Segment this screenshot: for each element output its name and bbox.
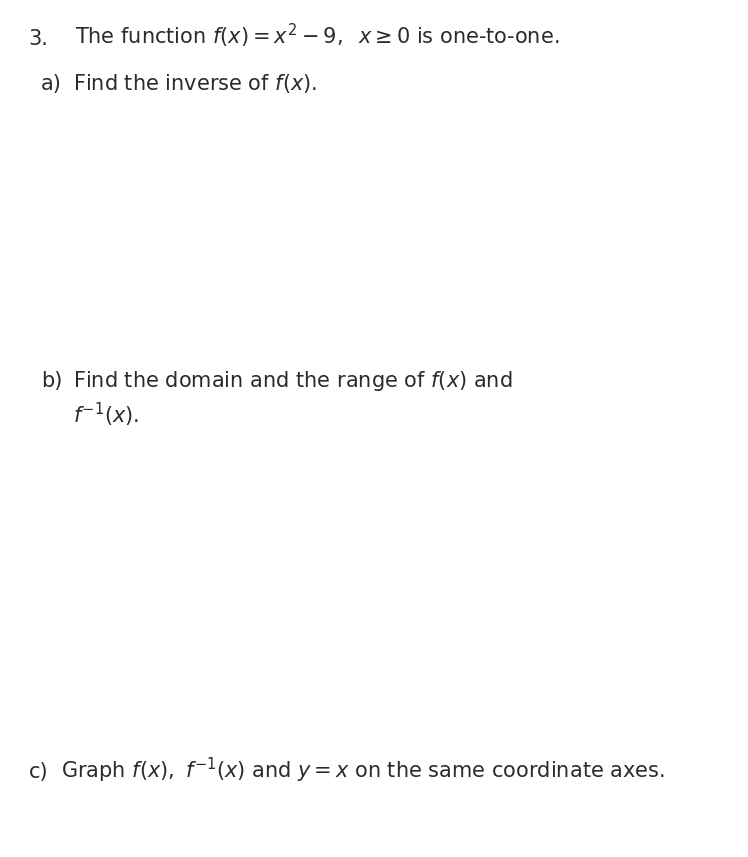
Text: 3.: 3. xyxy=(28,28,49,49)
Text: Find the inverse of $f(x).$: Find the inverse of $f(x).$ xyxy=(73,72,317,95)
Text: Graph $f(x),\ f^{-1}(x)$ and $y = x$ on the same coordinate axes.: Graph $f(x),\ f^{-1}(x)$ and $y = x$ on … xyxy=(61,756,665,785)
Text: $f^{-1}(x).$: $f^{-1}(x).$ xyxy=(73,401,139,429)
Text: Find the domain and the range of $f(x)$ and: Find the domain and the range of $f(x)$ … xyxy=(73,369,513,393)
Text: b): b) xyxy=(41,371,63,392)
Text: c): c) xyxy=(28,762,48,782)
Text: The function $f(x) = x^2 - 9, \;\; x \geq 0$ is one-to-one.: The function $f(x) = x^2 - 9, \;\; x \ge… xyxy=(75,22,560,51)
Text: a): a) xyxy=(41,74,62,94)
